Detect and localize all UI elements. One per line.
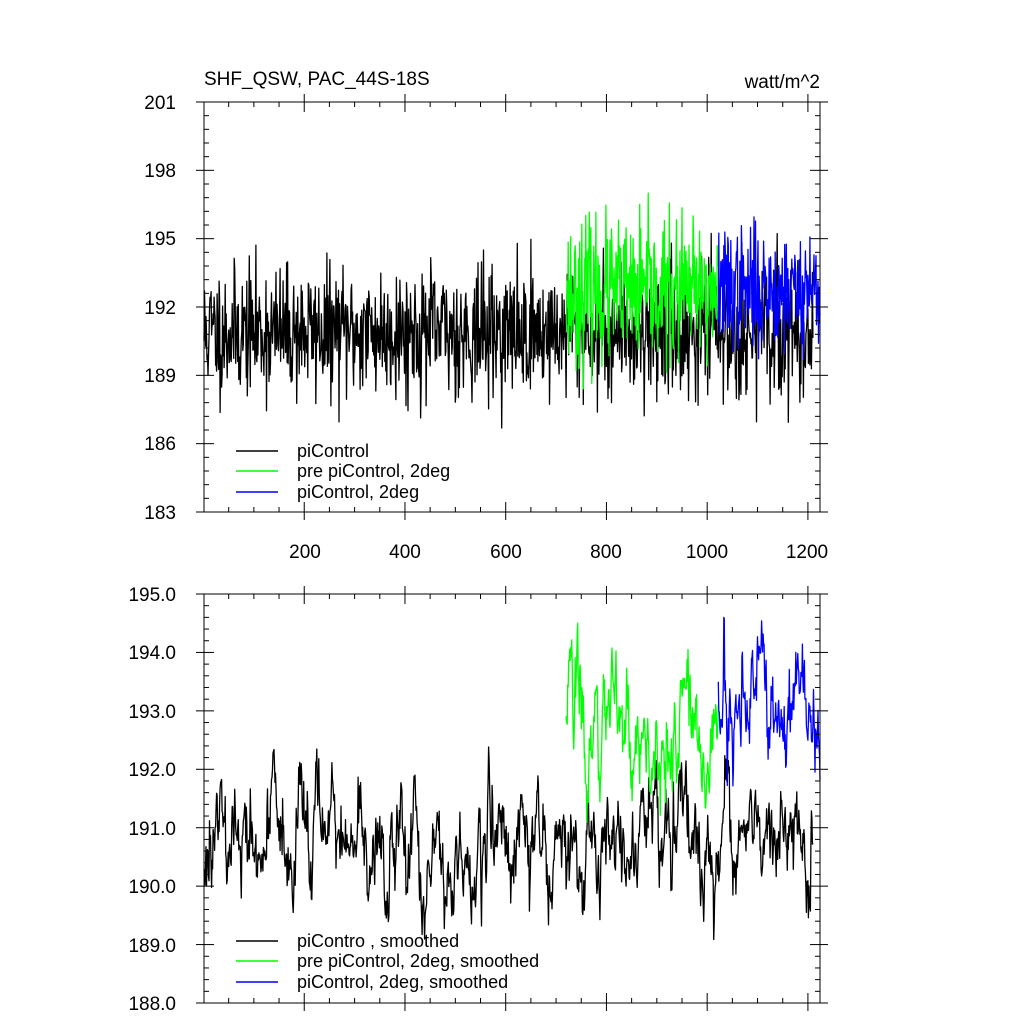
y-tick-label: 183: [144, 503, 176, 524]
y-tick-label: 188.0: [128, 994, 176, 1015]
series-line-picontro-smoothed: [203, 746, 814, 941]
series-line-picontrol-2deg: [717, 216, 821, 361]
y-tick-label: 201: [144, 93, 176, 114]
legend-label: piControl, 2deg, smoothed: [297, 972, 508, 992]
top-legend: piControl pre piControl, 2deg piControl,…: [236, 441, 450, 502]
bottom-series-group: [203, 616, 821, 941]
top-series-group: [203, 192, 821, 429]
y-tick-label: 193.0: [128, 702, 176, 723]
y-tick-label: 186: [144, 434, 176, 455]
y-tick-label: 195.0: [128, 585, 176, 606]
legend-label: pre piControl, 2deg, smoothed: [297, 951, 539, 971]
legend-label: piControl, 2deg: [297, 482, 419, 502]
legend-label: pre piControl, 2deg: [297, 461, 450, 481]
legend-label: piControl: [297, 441, 369, 461]
bottom-axis-ticks: [196, 586, 828, 1011]
units-label: watt/m^2: [744, 72, 820, 93]
x-tick-label: 1200: [786, 542, 828, 563]
series-line-picontrol-2deg-smoothed: [717, 616, 821, 787]
y-tick-label: 192: [144, 298, 176, 319]
chart-title: SHF_QSW, PAC_44S-18S: [204, 69, 430, 90]
y-tick-label: 194.0: [128, 643, 176, 664]
y-tick-label: 190.0: [128, 877, 176, 898]
bottom-plot-frame: [203, 593, 821, 1004]
top-y-axis: 201 198 195 192 189 186 183: [144, 93, 176, 524]
y-tick-label: 195: [144, 229, 176, 250]
top-axis-ticks: [196, 94, 828, 520]
y-tick-label: 192.0: [128, 760, 176, 781]
y-tick-label: 189.0: [128, 936, 176, 957]
top-panel: 201 198 195 192 189 186 183 200 400 600 …: [144, 93, 828, 563]
x-tick-label: 1000: [686, 542, 728, 563]
bottom-panel: 195.0 194.0 193.0 192.0 191.0 190.0 189.…: [128, 585, 828, 1015]
x-tick-label: 600: [490, 542, 522, 563]
series-line-pre-picontrol-2deg-smoothed: [565, 622, 719, 823]
legend-label: piContro , smoothed: [297, 931, 459, 951]
series-line-picontrol: [203, 232, 814, 429]
x-tick-label: 200: [289, 542, 321, 563]
x-tick-label: 800: [590, 542, 622, 563]
y-tick-label: 191.0: [128, 819, 176, 840]
top-x-axis: 200 400 600 800 1000 1200: [289, 542, 828, 563]
y-tick-label: 189: [144, 366, 176, 387]
bottom-legend: piContro , smoothed pre piControl, 2deg,…: [236, 931, 539, 992]
x-tick-label: 400: [389, 542, 421, 563]
series-line-pre-picontrol-2deg: [565, 192, 719, 390]
bottom-y-axis: 195.0 194.0 193.0 192.0 191.0 190.0 189.…: [128, 585, 176, 1015]
y-tick-label: 198: [144, 161, 176, 182]
